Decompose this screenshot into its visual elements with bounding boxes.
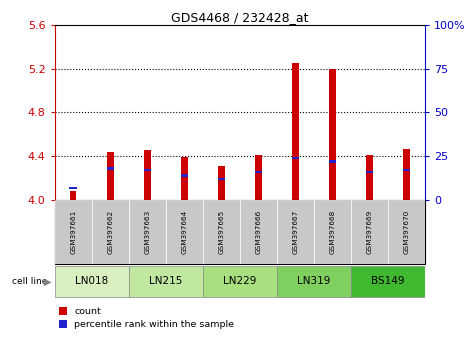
Bar [292,63,299,200]
Bar [106,167,114,170]
Bar [329,69,336,200]
Bar [292,157,299,159]
Text: LN215: LN215 [149,276,182,286]
Bar [351,200,388,264]
Bar [366,155,373,200]
Bar [255,171,262,173]
Bar [203,266,277,297]
Text: GSM397668: GSM397668 [330,210,335,254]
Text: GSM397661: GSM397661 [70,210,76,254]
Text: ▶: ▶ [44,276,52,286]
Bar [69,187,77,189]
Bar [388,200,425,264]
Bar [55,200,92,264]
Text: BS149: BS149 [371,276,405,286]
Bar [255,155,262,200]
Bar [180,174,188,177]
Text: GSM397662: GSM397662 [107,210,113,254]
Bar [203,200,240,264]
Bar [277,200,314,264]
Text: GSM397670: GSM397670 [404,210,409,254]
Bar [70,191,76,200]
Bar [314,200,351,264]
Bar [329,160,336,163]
Title: GDS4468 / 232428_at: GDS4468 / 232428_at [171,11,309,24]
Text: GSM397669: GSM397669 [367,210,372,254]
Bar [277,266,351,297]
Bar [144,150,151,200]
Bar [403,169,410,171]
Legend: count, percentile rank within the sample: count, percentile rank within the sample [59,307,235,329]
Bar [351,266,425,297]
Bar [181,157,188,200]
Bar [55,266,129,297]
Bar [107,152,114,200]
Text: GSM397666: GSM397666 [256,210,261,254]
Bar [240,200,277,264]
Text: LN319: LN319 [297,276,331,286]
Bar [129,200,166,264]
Text: cell line: cell line [12,277,47,286]
Text: GSM397665: GSM397665 [218,210,224,254]
Text: LN018: LN018 [75,276,108,286]
Bar [218,178,225,180]
Bar [403,149,410,200]
Bar [143,169,151,171]
Bar [92,200,129,264]
Bar [366,171,373,173]
Text: GSM397664: GSM397664 [181,210,187,254]
Text: LN229: LN229 [223,276,256,286]
Text: GSM397663: GSM397663 [144,210,150,254]
Bar [129,266,203,297]
Bar [166,200,203,264]
Text: GSM397667: GSM397667 [293,210,298,254]
Bar [218,166,225,200]
